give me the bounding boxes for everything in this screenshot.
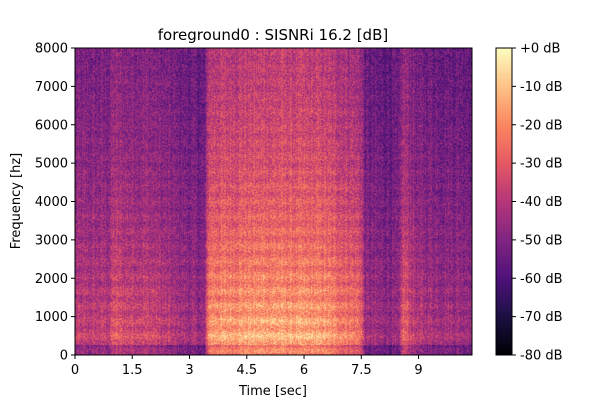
- y-tick-label: 7000: [35, 80, 68, 95]
- y-tick-label: 2000: [35, 272, 68, 287]
- x-axis: 0 1.5 3 4.5 6 7.5 9: [71, 355, 423, 378]
- colorbar: +0 dB -10 dB -20 dB -30 dB -40 dB -50 dB -60 d…: [495, 42, 563, 364]
- x-tick-label: 1.5: [122, 363, 143, 378]
- colorbar-tick-label: -60 dB: [520, 272, 563, 287]
- colorbar-gradient: [496, 48, 512, 355]
- colorbar-ticks: +0 dB -10 dB -20 dB -30 dB -40 dB -50 dB -60 d…: [512, 42, 563, 364]
- y-axis: 0 1000 2000 3000 4000 5000 6000 7000 8000: [35, 42, 75, 364]
- y-tick-label: 0: [60, 349, 68, 364]
- y-tick-label: 6000: [35, 118, 68, 133]
- colorbar-tick-label: -70 dB: [520, 310, 563, 325]
- spectrogram-image: [75, 48, 472, 355]
- colorbar-tick-label: -40 dB: [520, 195, 563, 210]
- spectrogram-plot-area: [74, 47, 473, 356]
- y-tick-label: 8000: [35, 42, 68, 57]
- x-tick-label: 7.5: [351, 363, 372, 378]
- x-tick-label: 6: [300, 363, 308, 378]
- x-axis-label: Time [sec]: [238, 384, 307, 399]
- x-tick-label: 3: [185, 363, 193, 378]
- colorbar-tick-label: -30 dB: [520, 157, 563, 172]
- y-tick-label: 4000: [35, 195, 68, 210]
- colorbar-tick-label: -20 dB: [520, 118, 563, 133]
- y-axis-label: Frequency [hz]: [9, 153, 24, 250]
- colorbar-tick-label: -80 dB: [520, 349, 563, 364]
- colorbar-tick-label: -10 dB: [520, 80, 563, 95]
- y-tick-label: 1000: [35, 310, 68, 325]
- x-tick-label: 9: [414, 363, 422, 378]
- y-tick-label: 5000: [35, 157, 68, 172]
- colorbar-tick-label: -50 dB: [520, 233, 563, 248]
- chart-title: foreground0 : SISNRi 16.2 [dB]: [158, 26, 388, 44]
- x-tick-label: 0: [71, 363, 79, 378]
- x-tick-label: 4.5: [236, 363, 257, 378]
- colorbar-tick-label: +0 dB: [520, 42, 560, 57]
- y-tick-label: 3000: [35, 233, 68, 248]
